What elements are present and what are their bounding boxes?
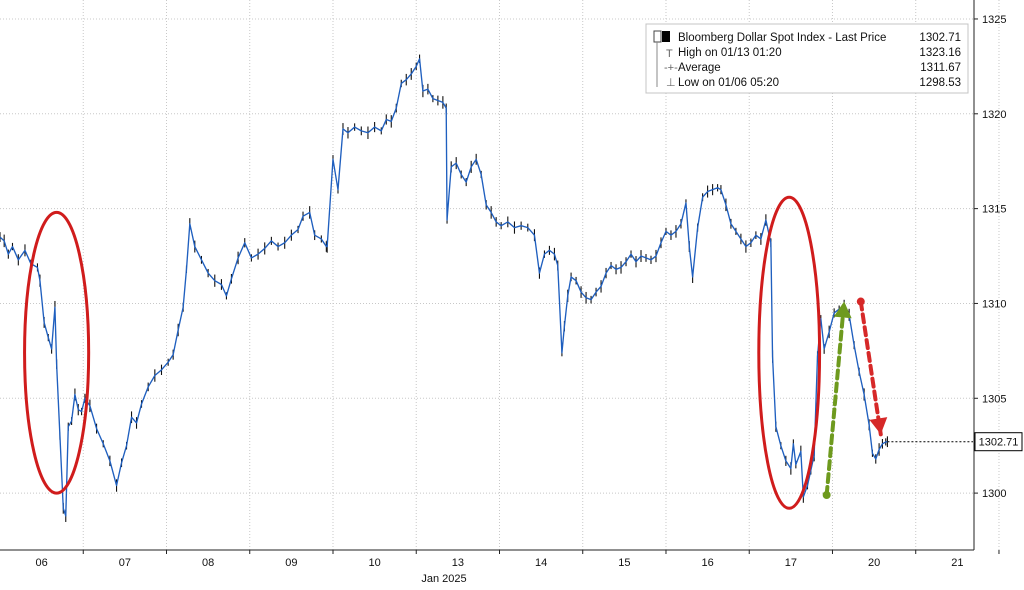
legend-average-icon: -+- — [664, 62, 678, 74]
y-tick-label: 1320 — [982, 109, 1006, 121]
legend: T -+- ⊥ Bloomberg Dollar Spot Index - La… — [645, 23, 969, 94]
annotation-arrow-head — [869, 417, 888, 435]
annotation-layer: 1302.71 — [23, 195, 1023, 510]
x-tick-label: 14 — [535, 557, 547, 569]
series-layer — [0, 54, 888, 522]
x-axis-label: Jan 2025 — [421, 573, 466, 585]
annotation-arrow-shaft — [858, 299, 883, 437]
y-tick-label: 1315 — [982, 204, 1006, 216]
legend-box — [645, 23, 969, 94]
y-tick-label: 1305 — [982, 393, 1006, 405]
x-tick-label: 13 — [452, 557, 464, 569]
legend-series-icon — [653, 30, 662, 43]
legend-average-value: 1311.67 — [920, 62, 961, 74]
annotation-arrow-head — [833, 301, 852, 319]
x-tick-label: 15 — [618, 557, 630, 569]
x-tick-label: 08 — [202, 557, 214, 569]
last-price-label-box — [974, 432, 1023, 452]
legend-average-label: Average — [678, 62, 721, 74]
legend-icon: T -+- ⊥ — [653, 30, 678, 89]
annotation-arrow-shaft — [824, 299, 847, 497]
annotation-ellipse — [757, 195, 822, 510]
legend-high-label: High on 01/13 01:20 — [678, 47, 782, 59]
x-tick-label: 06 — [35, 557, 47, 569]
legend-low-label: Low on 01/06 05:20 — [678, 77, 779, 89]
y-tick-label: 1325 — [982, 14, 1006, 26]
y-tick-label: 1310 — [982, 298, 1006, 310]
x-tick-label: 07 — [119, 557, 131, 569]
last-price-label: 1302.71 — [979, 437, 1019, 449]
x-tick-label: 16 — [701, 557, 713, 569]
x-tick-label: 21 — [951, 557, 963, 569]
legend-low-icon: ⊥ — [666, 77, 676, 89]
legend-series-name: Bloomberg Dollar Spot Index - Last Price — [678, 32, 886, 44]
legend-high-icon: T — [666, 48, 673, 60]
y-tick-label: 1300 — [982, 488, 1006, 500]
legend-series-swatch — [662, 31, 670, 42]
legend-low-value: 1298.53 — [919, 77, 961, 89]
legend-high-value: 1323.16 — [919, 47, 961, 59]
grid-layer — [0, 0, 1000, 550]
annotation-ellipse — [23, 210, 91, 495]
annotation-arrow-start — [822, 491, 831, 499]
x-tick-label: 17 — [785, 557, 797, 569]
legend-series-value: 1302.71 — [919, 32, 961, 44]
x-tick-label: 09 — [285, 557, 297, 569]
x-tick-label: 20 — [868, 557, 880, 569]
x-tick-label: 10 — [368, 557, 380, 569]
annotation-arrow-start — [856, 297, 865, 306]
